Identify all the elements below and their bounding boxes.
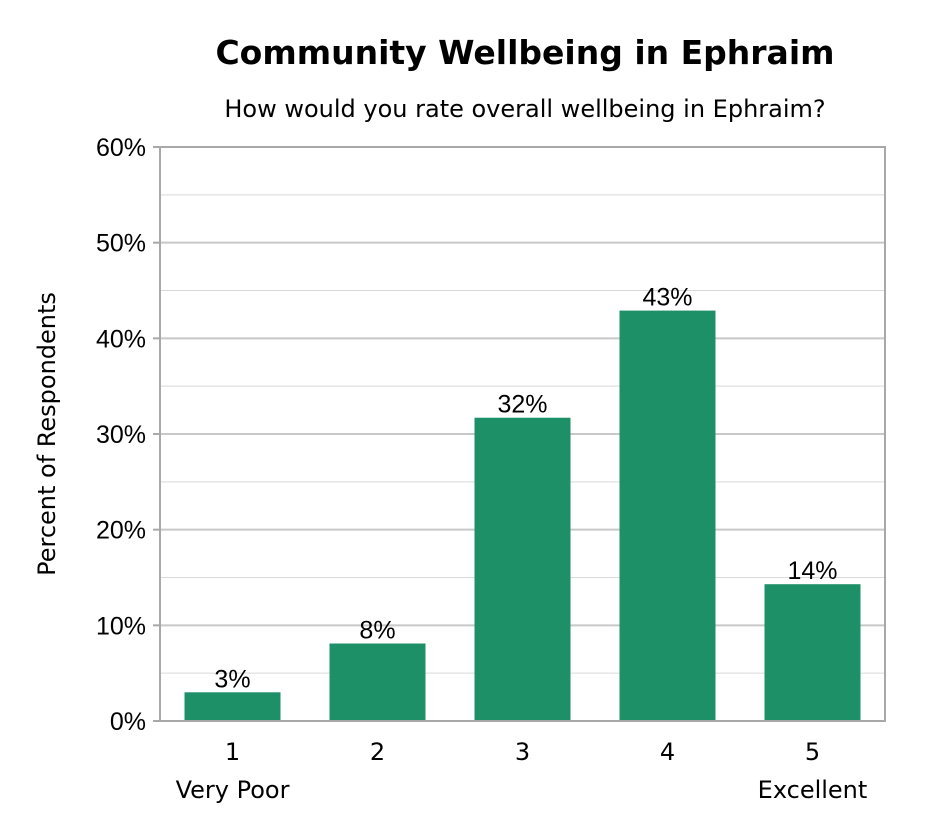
bar-3 bbox=[474, 417, 571, 721]
y-axis-label: Percent of Respondents bbox=[33, 292, 61, 576]
chart-subtitle: How would you rate overall wellbeing in … bbox=[224, 95, 825, 123]
bar-5 bbox=[764, 584, 861, 721]
x-tick-sublabel-5: Excellent bbox=[758, 776, 868, 804]
plot-area: 3% 8% 32% 43% 14% 0% 10% 20% 30% 40% 50% 60% 1 Very P… bbox=[96, 134, 886, 804]
y-tick-label: 50% bbox=[96, 230, 146, 258]
bar-2 bbox=[329, 643, 426, 721]
x-tick-label-3: 3 bbox=[515, 738, 530, 766]
chart-title: Community Wellbeing in Ephraim bbox=[215, 33, 834, 72]
x-tick-label-4: 4 bbox=[660, 738, 675, 766]
data-label-3: 32% bbox=[497, 391, 547, 419]
bar-1 bbox=[184, 692, 281, 721]
y-tick-label: 60% bbox=[96, 134, 146, 162]
x-tick-label-5: 5 bbox=[805, 738, 820, 766]
y-tick-label: 10% bbox=[96, 612, 146, 640]
x-tick-sublabel-1: Very Poor bbox=[176, 776, 290, 804]
data-label-2: 8% bbox=[359, 617, 395, 645]
x-tick-label-2: 2 bbox=[370, 738, 385, 766]
y-tick-label: 0% bbox=[110, 708, 146, 736]
data-label-5: 14% bbox=[787, 557, 837, 585]
x-tick-label-1: 1 bbox=[225, 738, 240, 766]
y-tick-label: 20% bbox=[96, 517, 146, 545]
bar-4 bbox=[619, 310, 716, 721]
y-tick-label: 30% bbox=[96, 421, 146, 449]
data-label-1: 3% bbox=[214, 665, 250, 693]
data-label-4: 43% bbox=[642, 284, 692, 312]
y-tick-label: 40% bbox=[96, 325, 146, 353]
